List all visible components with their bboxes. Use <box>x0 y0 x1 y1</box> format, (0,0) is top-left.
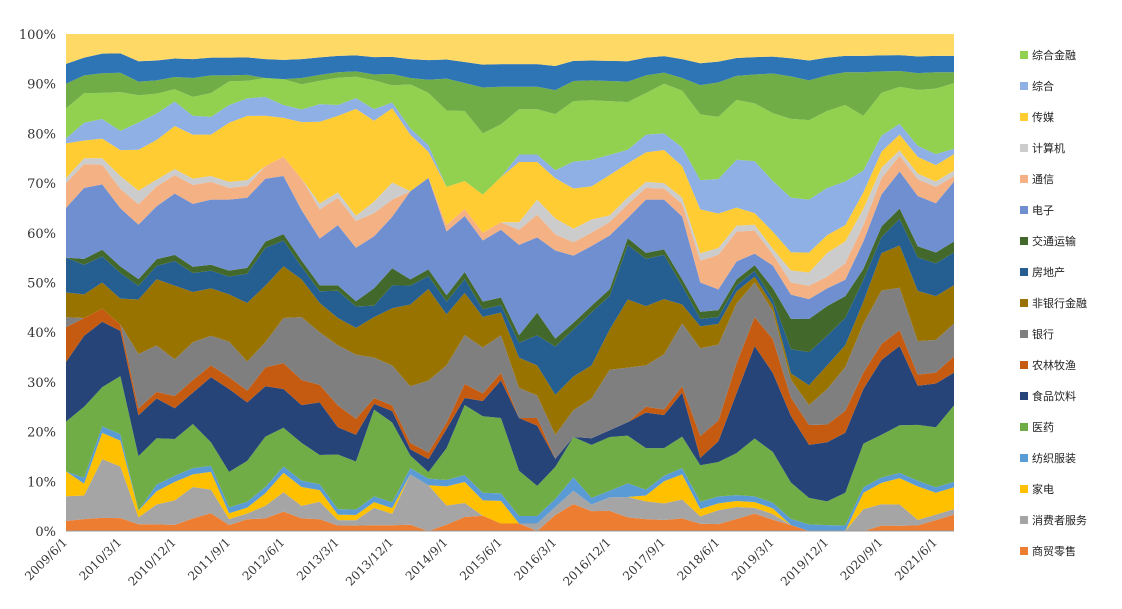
x-tick-label: 2013/12/1 <box>343 535 396 588</box>
x-tick-label: 2015/6/1 <box>457 535 505 583</box>
area-交通运输 <box>66 208 954 353</box>
y-tick-label: 90% <box>27 78 56 93</box>
area-电子 <box>66 171 954 339</box>
legend-label: 医药 <box>1032 421 1054 434</box>
legend-swatch <box>1020 82 1028 90</box>
area-series-group <box>66 34 954 531</box>
y-tick-label: 70% <box>27 177 56 192</box>
y-tick-label: 30% <box>27 376 56 391</box>
y-tick-label: 10% <box>27 475 56 490</box>
legend-swatch <box>1020 51 1028 59</box>
y-tick-label: 0% <box>35 525 56 540</box>
area-传媒 <box>66 108 954 273</box>
area-房地产 <box>66 219 954 395</box>
x-tick-label: 2013/3/1 <box>294 535 342 583</box>
area-其他3 <box>66 34 954 67</box>
legend-label: 消费者服务 <box>1032 513 1087 527</box>
legend-swatch <box>1020 454 1028 462</box>
legend-label: 家电 <box>1032 482 1054 496</box>
area-消费者服务 <box>66 459 954 531</box>
legend-swatch <box>1020 547 1028 555</box>
legend-swatch <box>1020 485 1028 493</box>
x-tick-label: 2019/12/1 <box>778 535 831 588</box>
area-商贸零售 <box>66 504 954 531</box>
legend-label: 农林牧渔 <box>1032 358 1076 372</box>
legend-swatch <box>1020 423 1028 431</box>
legend-swatch <box>1020 268 1028 276</box>
legend: 综合金融综合传媒计算机通信电子交通运输房地产非银行金融银行农林牧渔食品饮料医药纺… <box>1020 48 1087 558</box>
legend-swatch <box>1020 175 1028 183</box>
legend-label: 电子 <box>1032 204 1054 217</box>
legend-label: 交通运输 <box>1032 234 1076 248</box>
x-tick-label: 2010/3/1 <box>76 535 124 583</box>
legend-label: 纺织服装 <box>1032 451 1076 465</box>
legend-label: 综合 <box>1032 79 1054 93</box>
area-家电 <box>66 432 954 531</box>
y-tick-label: 50% <box>27 277 56 292</box>
area-医药 <box>66 376 954 526</box>
x-tick-label: 2014/9/1 <box>403 535 451 583</box>
legend-swatch <box>1020 113 1028 121</box>
x-tick-label: 2016/3/1 <box>511 535 559 583</box>
legend-swatch <box>1020 392 1028 400</box>
legend-swatch <box>1020 330 1028 338</box>
x-tick-label: 2016/12/1 <box>560 535 613 588</box>
x-tick-label: 2021/6/1 <box>892 535 940 583</box>
legend-label: 通信 <box>1032 173 1054 186</box>
area-综合金融 <box>66 76 954 200</box>
y-tick-label: 40% <box>27 326 56 341</box>
legend-swatch <box>1020 299 1028 307</box>
y-tick-label: 80% <box>27 127 56 142</box>
x-tick-label: 2017/9/1 <box>620 535 668 583</box>
legend-swatch <box>1020 361 1028 369</box>
area-非银行金融 <box>66 245 954 435</box>
legend-swatch <box>1020 144 1028 152</box>
area-其他2 <box>66 53 954 91</box>
legend-label: 房地产 <box>1032 265 1065 279</box>
x-tick-label: 2010/12/1 <box>125 535 178 588</box>
area-银行 <box>66 282 954 459</box>
legend-label: 传媒 <box>1032 111 1054 124</box>
y-tick-label: 60% <box>27 227 56 242</box>
legend-swatch <box>1020 237 1028 245</box>
x-tick-label: 2009/6/1 <box>22 535 70 583</box>
legend-swatch <box>1020 206 1028 214</box>
legend-label: 银行 <box>1032 327 1054 341</box>
legend-label: 计算机 <box>1032 141 1065 155</box>
legend-label: 食品饮料 <box>1032 389 1076 403</box>
x-tick-label: 2011/9/1 <box>185 535 233 583</box>
area-通信 <box>66 155 954 300</box>
area-纺织服装 <box>66 426 954 531</box>
legend-label: 商贸零售 <box>1032 544 1076 558</box>
x-tick-label: 2018/6/1 <box>675 535 723 583</box>
y-tick-label: 20% <box>27 426 56 441</box>
area-食品饮料 <box>66 321 954 502</box>
x-tick-label: 2012/6/1 <box>240 535 288 583</box>
legend-label: 非银行金融 <box>1032 296 1087 310</box>
x-tick-label: 2020/9/1 <box>838 535 886 583</box>
legend-swatch <box>1020 516 1028 524</box>
area-其他 <box>66 71 954 134</box>
legend-label: 综合金融 <box>1032 48 1076 62</box>
y-tick-label: 100% <box>19 28 56 43</box>
x-tick-label: 2019/3/1 <box>729 535 777 583</box>
